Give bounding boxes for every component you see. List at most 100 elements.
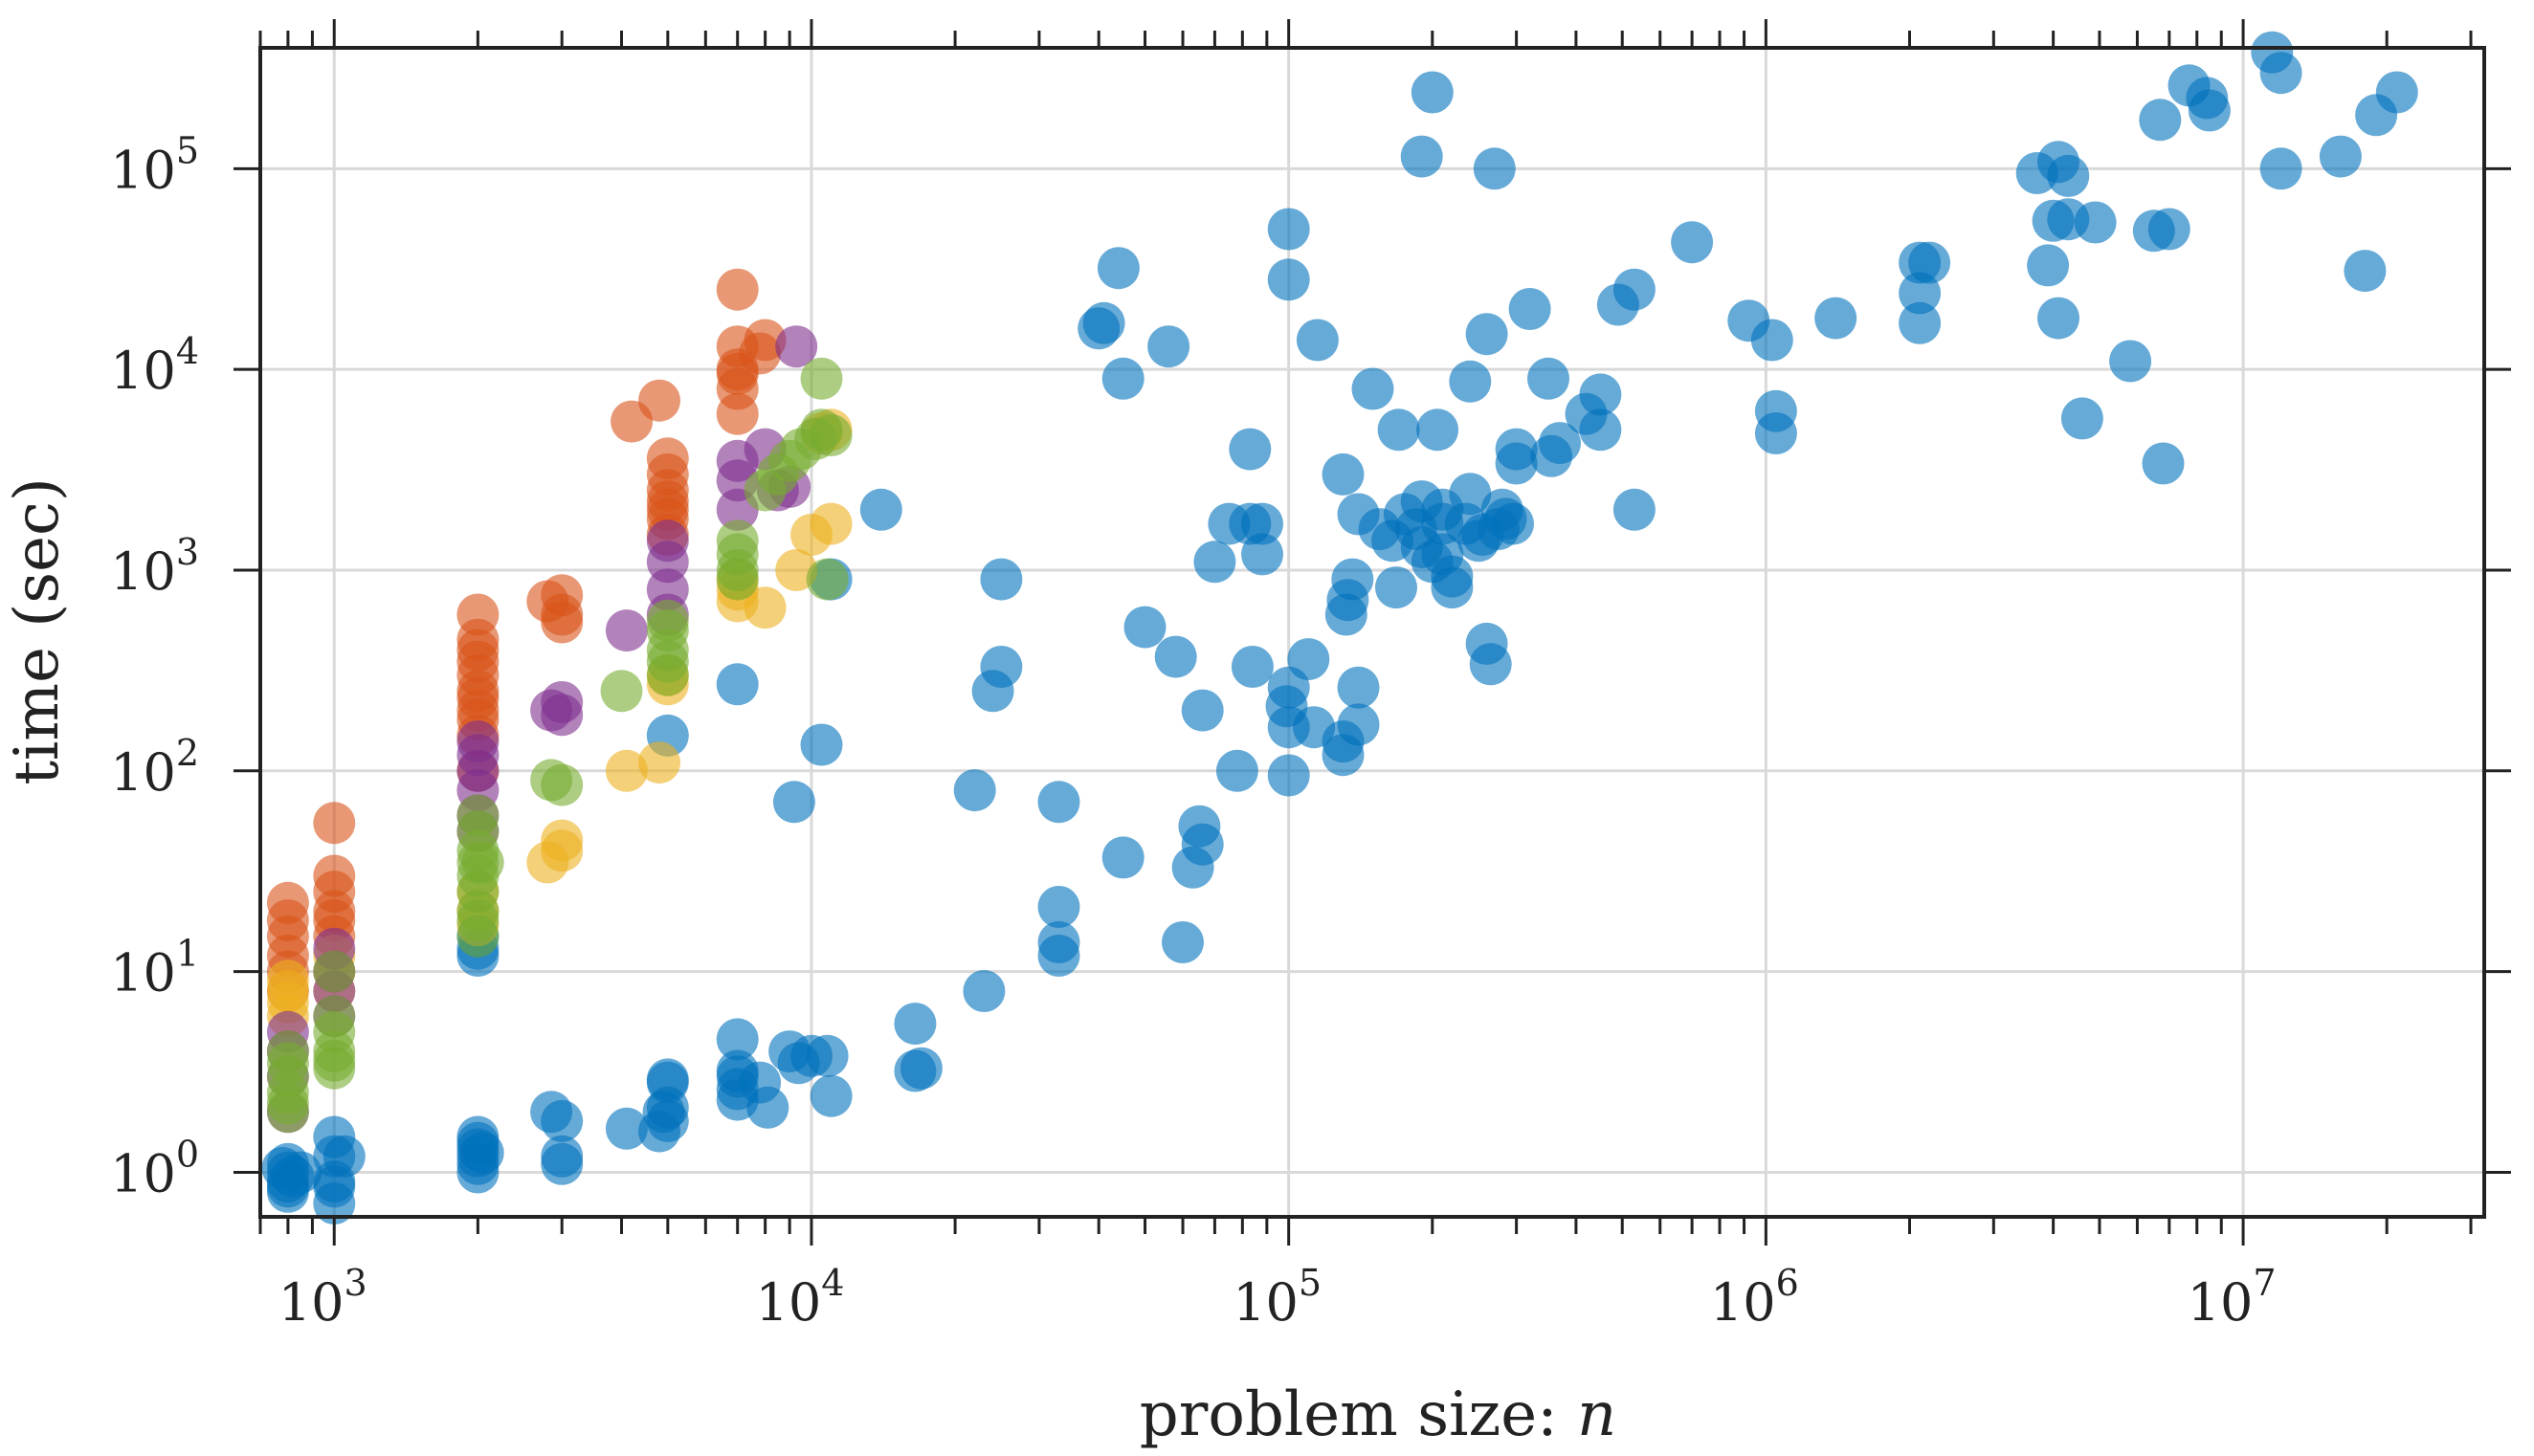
data-point-orange xyxy=(313,854,356,897)
data-point-green xyxy=(266,1030,309,1073)
y-tick-labels: 100 101 102 103 104 105 xyxy=(110,129,199,1203)
data-point-blue xyxy=(810,1074,853,1117)
data-point-blue xyxy=(2375,71,2418,114)
data-point-blue xyxy=(2188,89,2231,132)
data-point-green xyxy=(313,1039,356,1082)
data-point-orange xyxy=(739,332,782,375)
data-point-blue xyxy=(1181,823,1224,866)
data-point-blue xyxy=(1508,288,1551,330)
data-point-blue xyxy=(1229,428,1272,471)
data-point-blue xyxy=(1527,357,1569,400)
data-point-blue xyxy=(1539,422,1581,465)
data-point-blue xyxy=(1814,297,1857,340)
data-point-blue xyxy=(2047,154,2090,197)
data-point-blue xyxy=(2344,250,2387,293)
data-point-blue xyxy=(2060,397,2103,440)
data-point-blue xyxy=(1411,71,1454,114)
data-point-blue xyxy=(963,970,1006,1012)
data-point-green xyxy=(800,357,843,400)
data-point-blue xyxy=(1193,540,1236,584)
data-point-blue xyxy=(900,1047,943,1090)
data-point-yellow xyxy=(605,749,648,792)
data-point-blue xyxy=(461,1132,504,1175)
data-point-green xyxy=(313,995,356,1038)
data-point-blue xyxy=(1154,635,1197,678)
data-point-blue xyxy=(1296,319,1339,362)
data-point-blue xyxy=(1377,408,1420,452)
data-point-blue xyxy=(980,558,1023,601)
data-point-blue xyxy=(859,488,902,531)
data-point-blue xyxy=(806,1034,849,1077)
x-tick-label: 107 xyxy=(2188,1262,2277,1333)
data-point-yellow xyxy=(810,502,853,545)
data-point-blue xyxy=(1671,221,1714,264)
data-point-blue xyxy=(746,1086,789,1129)
data-point-blue xyxy=(800,723,843,766)
data-point-green xyxy=(266,1091,309,1134)
data-point-blue xyxy=(1495,428,1538,471)
data-point-green xyxy=(313,950,356,993)
data-point-blue xyxy=(1241,533,1283,576)
data-point-orange xyxy=(646,480,689,523)
data-point-blue xyxy=(2259,52,2302,95)
data-point-green xyxy=(806,558,849,601)
data-point-green xyxy=(810,414,853,456)
data-point-blue xyxy=(1416,408,1459,452)
data-point-orange xyxy=(716,268,759,311)
data-point-blue xyxy=(1375,566,1417,609)
data-point-green xyxy=(461,841,504,884)
data-point-orange xyxy=(716,392,759,435)
data-point-blue xyxy=(1082,301,1125,344)
data-point-blue xyxy=(716,1018,759,1061)
data-point-purple xyxy=(456,720,500,763)
y-tick-label: 105 xyxy=(110,129,199,200)
data-point-blue xyxy=(1267,258,1310,301)
x-tick-labels: 103 104 105 106 107 xyxy=(278,1262,2277,1333)
data-point-blue xyxy=(1181,689,1224,732)
data-point-purple xyxy=(541,694,584,737)
series-blue xyxy=(261,31,2418,1224)
x-tick-label: 103 xyxy=(278,1262,367,1333)
data-point-blue xyxy=(1351,367,1394,410)
data-point-blue xyxy=(2027,244,2070,287)
series-orange xyxy=(266,268,787,1012)
data-point-orange xyxy=(638,379,680,422)
data-point-blue xyxy=(894,1003,937,1046)
data-point-orange xyxy=(456,593,500,636)
data-point-blue xyxy=(1449,360,1492,403)
data-point-blue xyxy=(1337,666,1380,709)
data-point-blue xyxy=(1579,408,1622,452)
y-tick-label: 103 xyxy=(110,531,199,602)
data-point-blue xyxy=(2142,442,2185,485)
data-point-blue xyxy=(1037,886,1080,928)
data-point-blue xyxy=(1754,412,1797,454)
data-point-blue xyxy=(1267,208,1310,251)
data-point-blue xyxy=(2139,99,2182,142)
data-point-blue xyxy=(646,1058,689,1101)
data-point-purple xyxy=(775,325,818,368)
data-point-blue xyxy=(1287,638,1330,681)
data-point-blue xyxy=(1473,147,1516,190)
data-point-blue xyxy=(716,663,759,706)
data-point-blue xyxy=(1612,268,1656,311)
data-point-blue xyxy=(772,781,815,824)
data-point-yellow xyxy=(638,741,680,784)
y-axis-label: time (sec) xyxy=(2,477,73,785)
y-tick-label: 104 xyxy=(110,330,199,401)
data-point-green xyxy=(456,794,500,837)
data-point-blue xyxy=(1231,646,1274,688)
data-point-green xyxy=(456,899,500,942)
data-point-blue xyxy=(1449,473,1492,516)
x-tick-label: 106 xyxy=(1710,1262,1799,1333)
data-point-blue xyxy=(1267,754,1310,797)
data-point-blue xyxy=(1162,921,1204,963)
data-point-blue xyxy=(1322,452,1365,496)
data-point-blue xyxy=(1465,313,1508,356)
data-point-blue xyxy=(1241,502,1283,545)
data-point-blue xyxy=(980,646,1023,688)
data-point-blue xyxy=(1101,836,1145,879)
plot-frame xyxy=(258,46,2486,1219)
data-point-blue xyxy=(2109,340,2152,383)
data-point-blue xyxy=(1579,373,1622,416)
